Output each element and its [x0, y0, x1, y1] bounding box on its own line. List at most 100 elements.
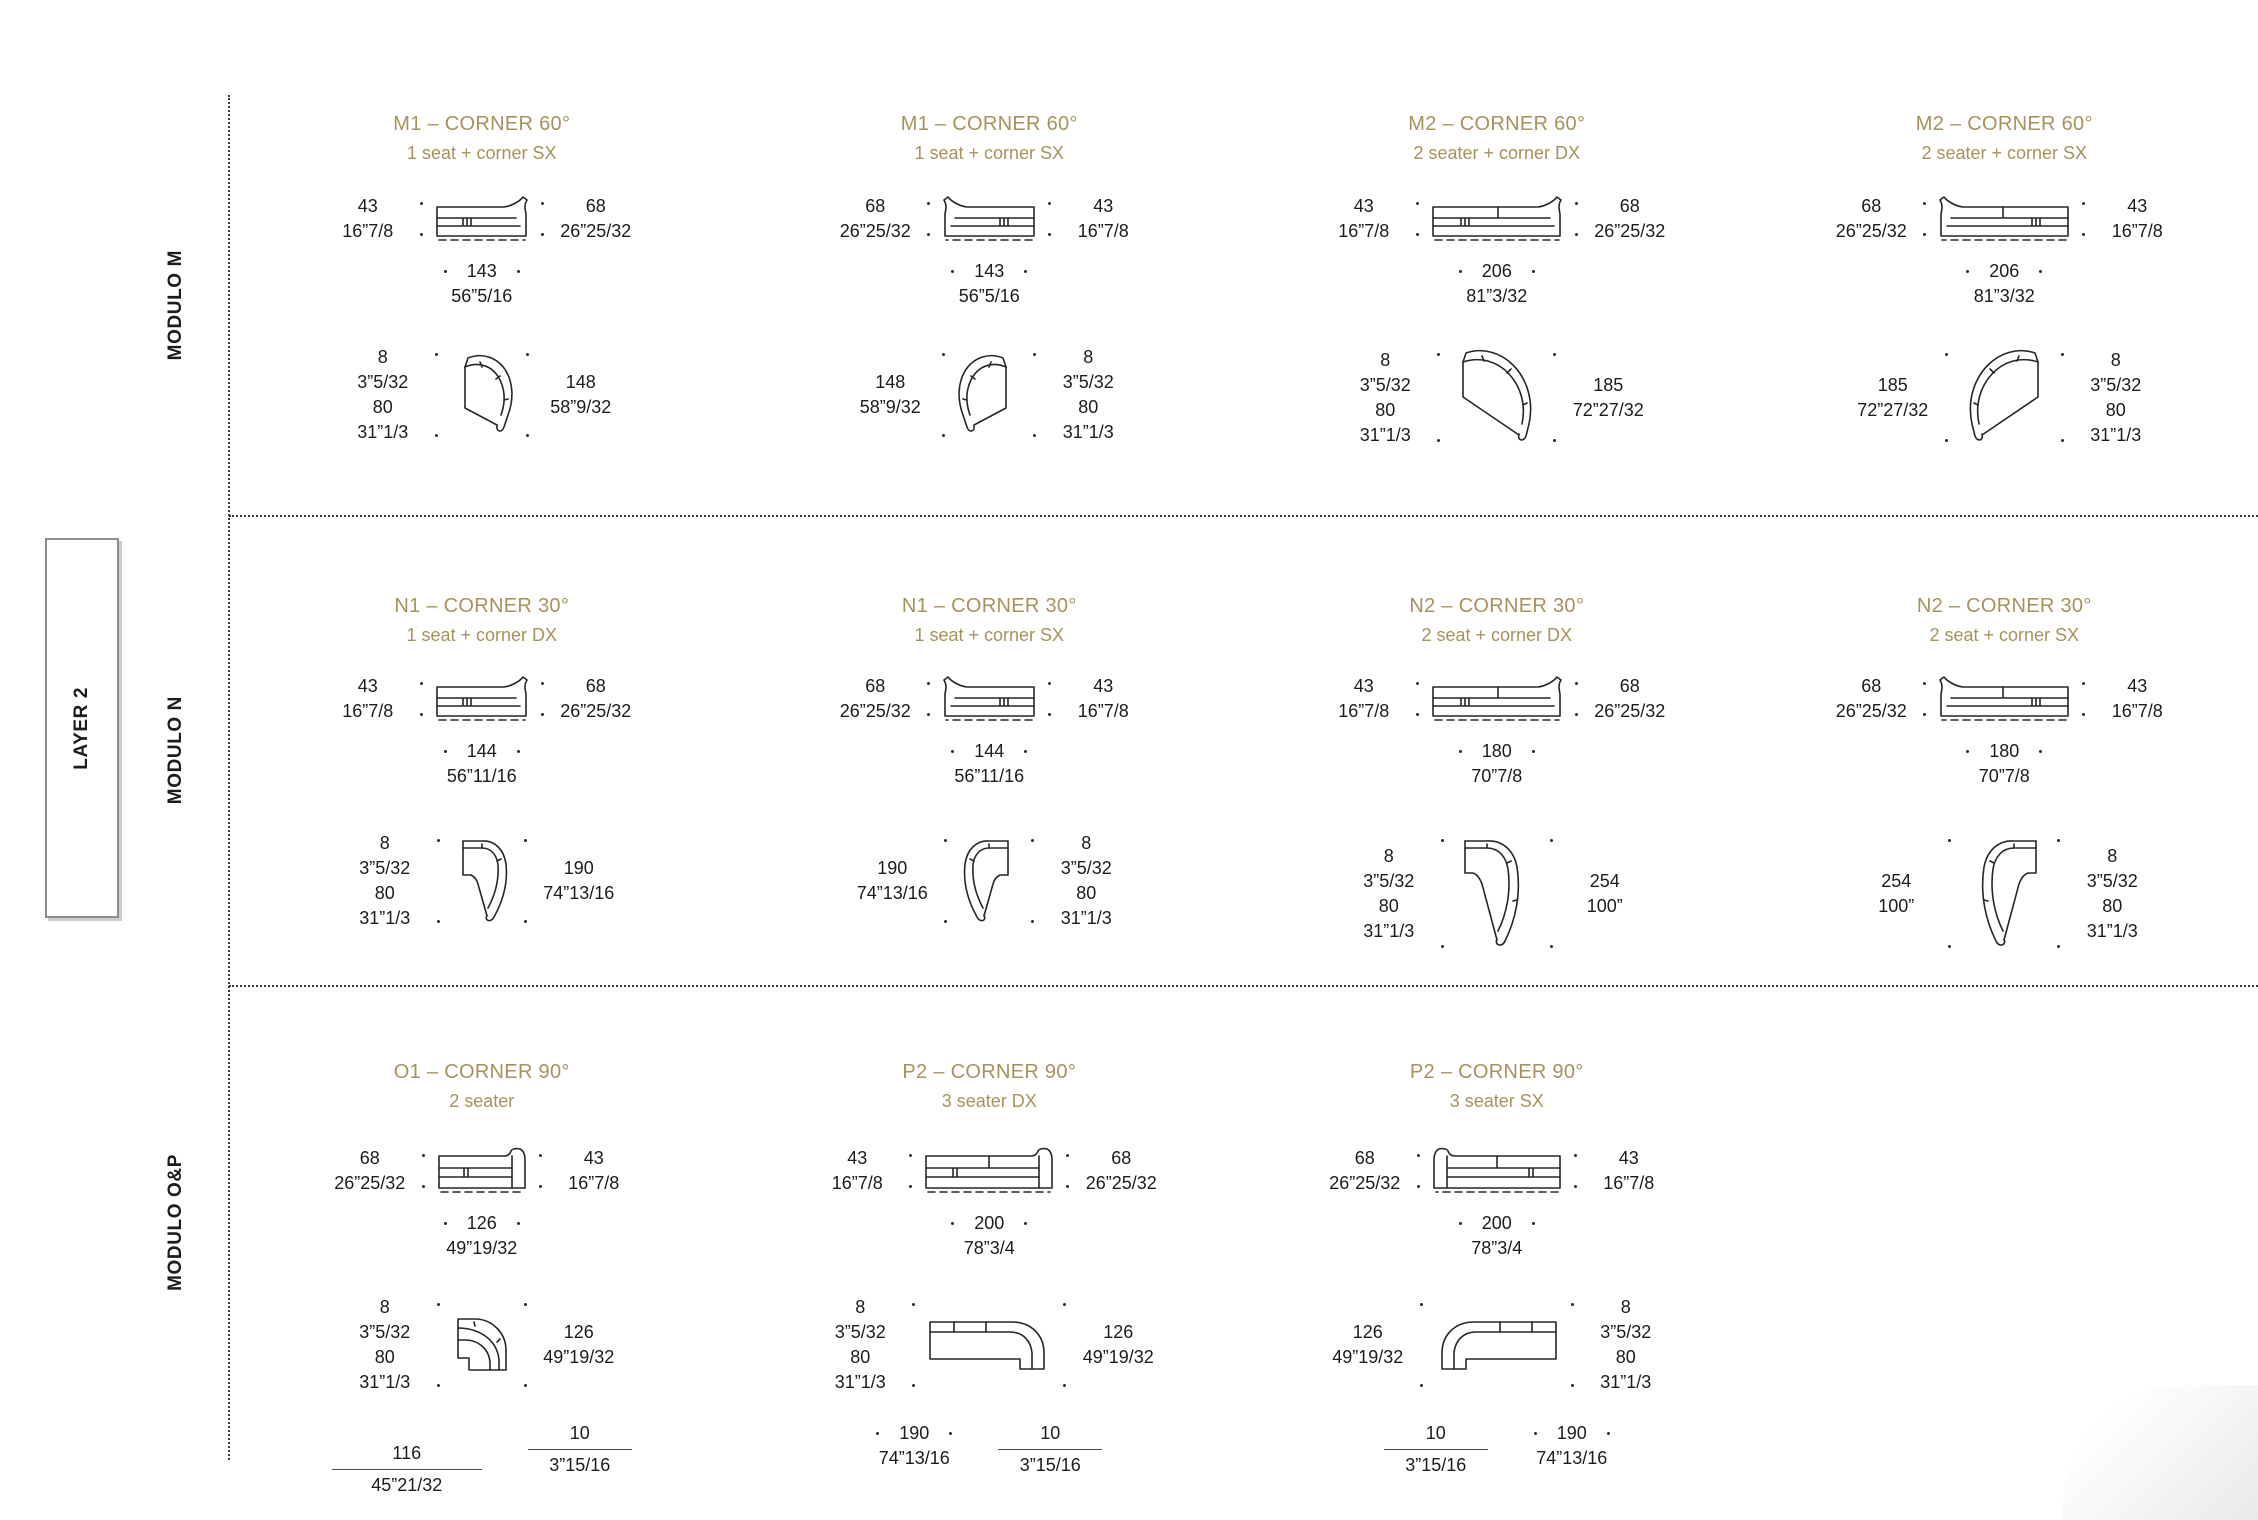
- dimension-line: [331, 1469, 482, 1470]
- module-title: P2 – CORNER 90°: [902, 1061, 1077, 1083]
- elevation-right-dimension: 43 16”7/8: [551, 1146, 637, 1196]
- dimension-marker-dots: [1033, 345, 1037, 445]
- dimension-value-cm: 8: [855, 1297, 866, 1317]
- plan-right-dimension: 8 3”5/32 80 31”1/3: [1045, 345, 1131, 445]
- module-elevation-drawing: [1935, 674, 2073, 724]
- module-plan-drawing: [449, 831, 515, 931]
- dimension-marker-dot: [1024, 1222, 1028, 1225]
- elevation-right-dimension: 43 16”7/8: [2094, 674, 2180, 724]
- plan-row: 8 3”5/32 80 31”1/3 126 49”19/32: [817, 1295, 1161, 1395]
- dimension-value-inch: 3”15/16: [1405, 1455, 1467, 1475]
- dimension-value-inch: 49”19/32: [1332, 1347, 1404, 1367]
- elevation-left-dimension: 68 26”25/32: [327, 1146, 413, 1196]
- dimension-value-inch: 70”7/8: [1471, 766, 1523, 786]
- dimension-marker-dots: [927, 674, 931, 724]
- dimension-value-inch: 100”: [1586, 895, 1623, 916]
- dimension-marker-dots: [1048, 674, 1052, 724]
- plan-row: 190 74”13/16 8 3”5/32 80 31”1/3: [849, 831, 1129, 931]
- dimension-value-inch: 3”5/32: [1062, 372, 1114, 392]
- dimension-marker-dot: [1531, 270, 1535, 273]
- dimension-value-cm: 254: [1589, 870, 1620, 891]
- dimension-value-cm: 144: [466, 741, 497, 761]
- dimension-value-cm: 80: [1615, 1347, 1636, 1367]
- dimension-value-inch: 45”21/32: [371, 1475, 443, 1495]
- dimension-marker-dot: [2039, 270, 2043, 273]
- dimension-value-inch: 26”25/32: [334, 1173, 406, 1193]
- elevation-left-dimension: 43 16”7/8: [1321, 674, 1407, 724]
- module-spec-cell: N2 – CORNER 30° 2 seat + corner SX 68 26”…: [1751, 515, 2258, 985]
- module-title: N1 – CORNER 30°: [394, 595, 570, 617]
- dimension-line: [998, 1449, 1103, 1450]
- plan-right-dimension: 8 3”5/32 80 31”1/3: [2073, 348, 2159, 448]
- module-elevation-drawing: [939, 674, 1039, 724]
- dimension-value-cm: 8: [1083, 347, 1094, 367]
- dimension-value-cm: 68: [1619, 676, 1640, 696]
- dimension-marker-dot: [1966, 270, 1970, 273]
- dimension-marker-dot: [443, 1222, 447, 1225]
- elevation-row: 43 16”7/8 68 26”25/32: [325, 194, 639, 244]
- dimension-marker-dots: [909, 1146, 913, 1196]
- dimension-value-cm: 8: [1620, 1297, 1631, 1317]
- dimension-marker-dot: [2039, 750, 2043, 753]
- dimension-value-inch: 3”5/32: [1060, 858, 1112, 878]
- elevation-row: 68 26”25/32 43 16”7/8: [832, 194, 1146, 244]
- elevation-row: 43 16”7/8 68 26”25/32: [1321, 674, 1673, 724]
- dimension-marker-dots: [1063, 1295, 1067, 1395]
- module-subtitle: 1 seat + corner SX: [914, 625, 1065, 645]
- dimension-value-inch: 56”11/16: [446, 766, 517, 786]
- dimension-value-inch: 31”1/3: [359, 1372, 411, 1392]
- module-subtitle: 2 seat + corner SX: [1929, 625, 2080, 645]
- dimension-value-cm: 80: [374, 883, 395, 903]
- elevation-row: 43 16”7/8 68 26”25/32: [325, 674, 639, 724]
- dimension-marker-dots: [2060, 345, 2064, 450]
- elevation-row: 68 26”25/32 43 16”7/8: [832, 674, 1146, 724]
- dimension-marker-dots: [1419, 1295, 1423, 1395]
- footer-dimensions: 116 45”21/32 10 3”15/16: [331, 1421, 632, 1498]
- module-subtitle: 3 seater SX: [1449, 1091, 1544, 1111]
- module-spec-cell: M1 – CORNER 60° 1 seat + corner SX 43 16”…: [228, 95, 736, 515]
- elevation-width-dimension: 144 56”11/16: [951, 739, 1028, 789]
- dimension-value-inch: 31”1/3: [1363, 920, 1415, 941]
- dimension-value-cm: 8: [1380, 349, 1391, 370]
- elevation-row: 68 26”25/32 43 16”7/8: [327, 1146, 637, 1196]
- dimension-value-cm: 144: [974, 741, 1005, 761]
- dimension-marker-dots: [912, 1295, 916, 1395]
- dimension-value-cm: 68: [1354, 1148, 1375, 1168]
- plan-left-dimension: 8 3”5/32 80 31”1/3: [817, 1295, 903, 1395]
- dimension-value-cm: 68: [585, 676, 606, 696]
- elevation-left-dimension: 43 16”7/8: [1321, 194, 1407, 244]
- dimension-value-cm: 43: [1353, 676, 1374, 696]
- dimension-value-inch: 16”7/8: [342, 701, 394, 721]
- dimension-marker-dots: [1948, 831, 1952, 956]
- dimension-value-cm: 200: [1481, 1213, 1512, 1233]
- dimension-marker-dot: [1966, 750, 1970, 753]
- module-plan-drawing: [924, 1314, 1054, 1376]
- row-separator-dotted-line: [229, 515, 2258, 517]
- module-elevation-drawing: [1935, 194, 2073, 244]
- plan-left-dimension: 8 3”5/32 80 31”1/3: [342, 831, 428, 931]
- dimension-marker-dots: [1416, 1146, 1420, 1196]
- dimension-marker-dots: [1574, 194, 1578, 244]
- dimension-value-cm: 43: [2127, 676, 2148, 696]
- module-elevation-drawing: [921, 1146, 1057, 1196]
- plan-left-dimension: 8 3”5/32 80 31”1/3: [342, 1295, 428, 1395]
- dimension-value-inch: 16”7/8: [831, 1173, 883, 1193]
- dimension-marker-dot: [951, 750, 955, 753]
- dimension-value-inch: 26”25/32: [839, 221, 911, 241]
- dimension-value-cm: 43: [1093, 196, 1114, 216]
- dimension-value-inch: 49”19/32: [1082, 1347, 1154, 1367]
- plan-right-dimension: 8 3”5/32 80 31”1/3: [1583, 1295, 1669, 1395]
- elevation-width-dimension: 180 70”7/8: [1458, 739, 1535, 789]
- module-title: M2 – CORNER 60°: [1408, 113, 1586, 135]
- module-subtitle: 2 seat + corner DX: [1421, 625, 1573, 645]
- dimension-value-cm: 10: [1425, 1423, 1446, 1443]
- dimension-value-cm: 185: [1593, 374, 1624, 395]
- dimension-marker-dots: [2082, 674, 2086, 724]
- module-plan-drawing: [449, 1312, 515, 1378]
- dimension-value-inch: 31”1/3: [359, 908, 411, 928]
- dimension-marker-dots: [525, 345, 529, 445]
- dimension-value-inch: 56”5/16: [958, 286, 1020, 306]
- dimension-marker-dots: [1944, 345, 1948, 450]
- dimension-value-inch: 58”9/32: [859, 397, 921, 417]
